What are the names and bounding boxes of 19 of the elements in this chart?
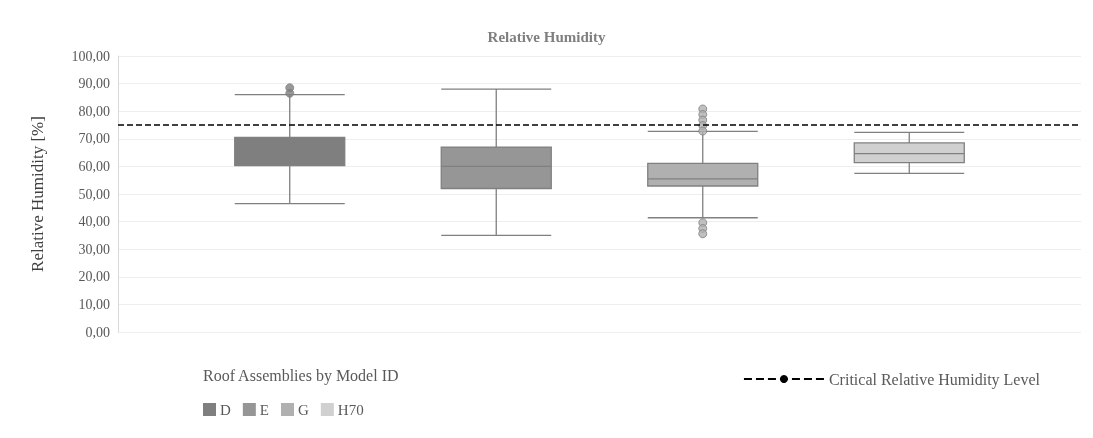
- legend-label: E: [259, 401, 269, 418]
- y-axis-title: Relative Humidity [%]: [28, 116, 47, 272]
- y-tick-label: 70,00: [78, 131, 110, 147]
- legend-label: D: [220, 401, 231, 418]
- y-tick-label: 10,00: [78, 296, 110, 312]
- legend-title: Roof Assemblies by Model ID: [203, 366, 399, 385]
- y-tick-label: 100,00: [71, 48, 110, 64]
- legend-label: H70: [337, 401, 364, 418]
- y-tick-label: 20,00: [78, 269, 110, 285]
- y-tick-label: 60,00: [78, 158, 110, 174]
- chart-title: Relative Humidity: [487, 28, 606, 45]
- legend-label: Critical Relative Humidity Level: [828, 370, 1041, 389]
- y-tick-label: 50,00: [78, 186, 110, 202]
- y-tick-label: 80,00: [78, 103, 110, 119]
- y-tick-label: 0,00: [85, 324, 110, 340]
- y-tick-label: 40,00: [78, 214, 110, 230]
- y-tick-label: 90,00: [78, 76, 110, 92]
- y-tick-label: 30,00: [78, 241, 110, 257]
- legend-label: G: [298, 401, 309, 418]
